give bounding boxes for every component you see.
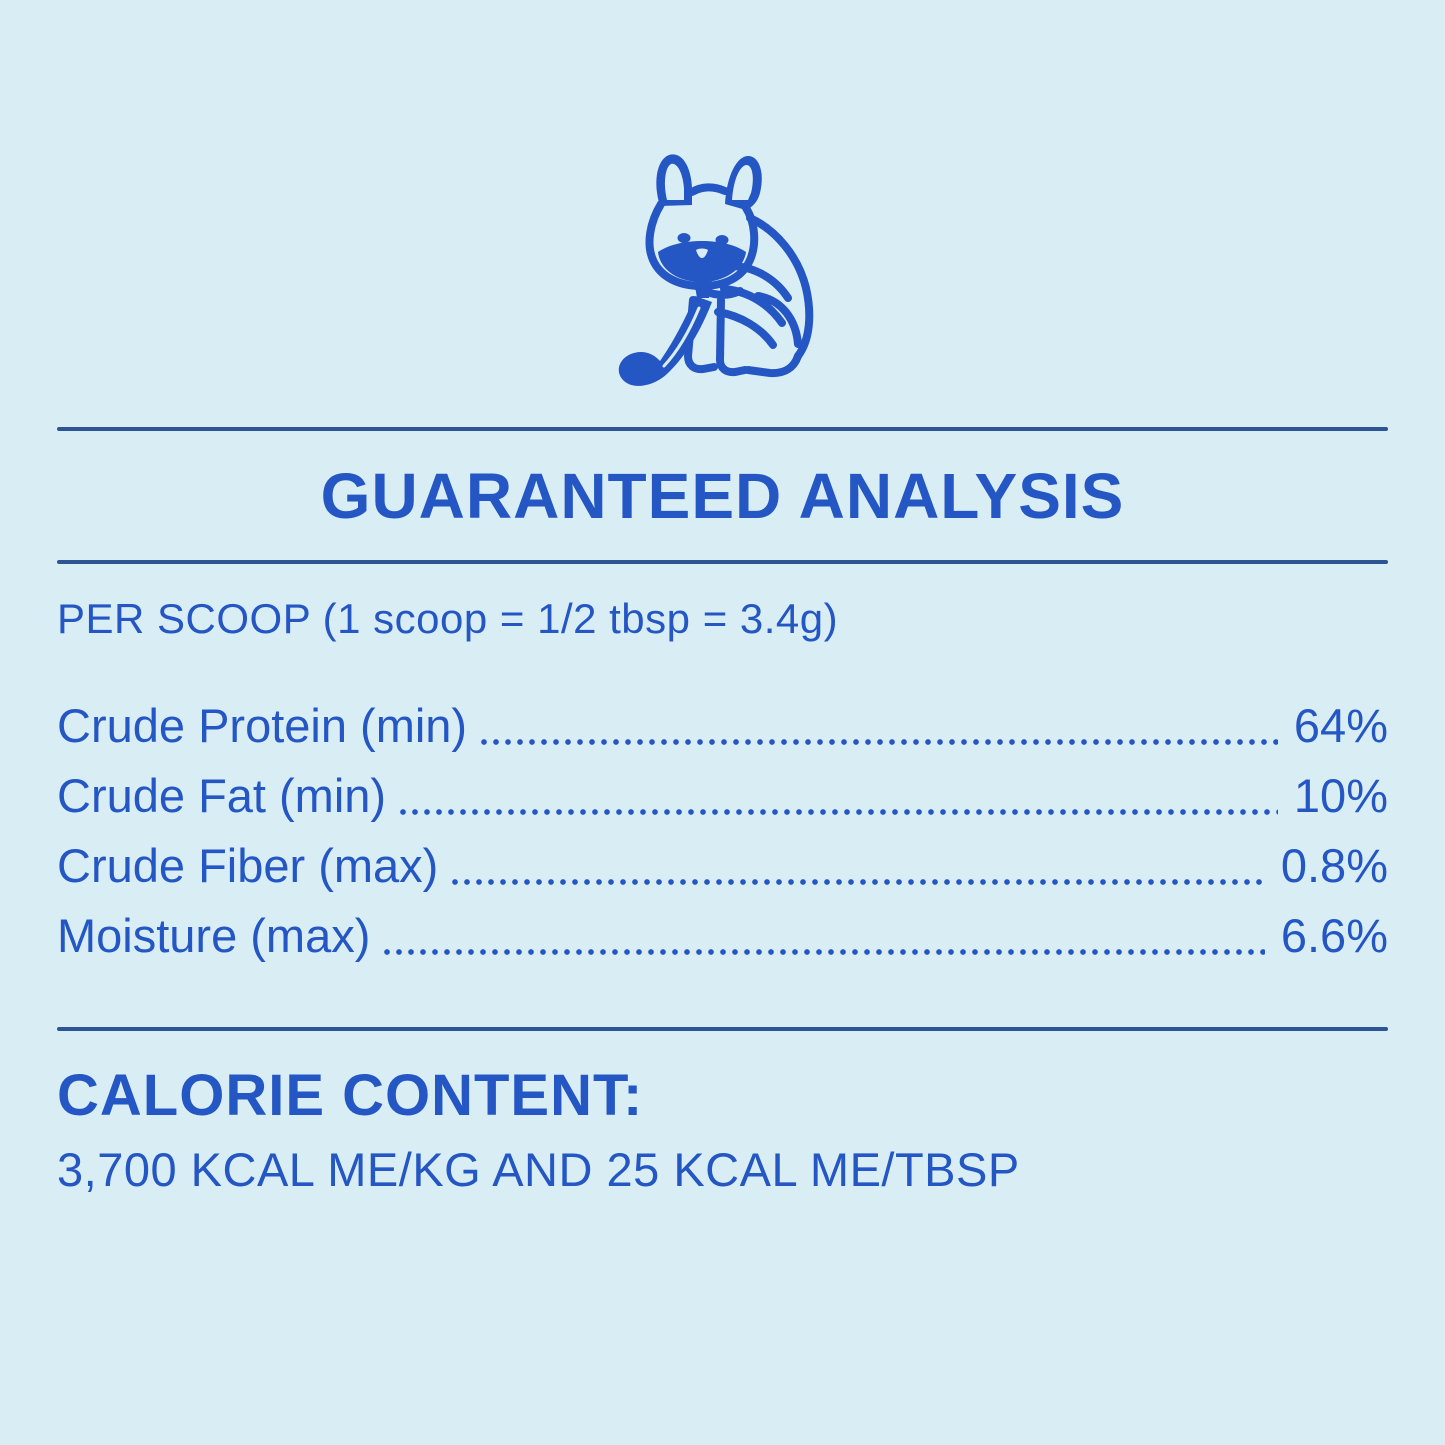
divider-top — [57, 427, 1388, 431]
french-bulldog-icon — [618, 154, 813, 386]
guaranteed-analysis-title: GUARANTEED ANALYSIS — [320, 460, 1125, 532]
row-label: Moisture (max) — [57, 908, 371, 962]
divider-under-title — [57, 560, 1388, 565]
dotted-leader — [384, 948, 1265, 955]
row-value: 0.8% — [1280, 838, 1388, 892]
analysis-table: Crude Protein (min) 64% Crude Fat (min) … — [57, 687, 1388, 967]
dotted-leader — [400, 808, 1278, 815]
dotted-leader — [481, 738, 1278, 745]
row-label: Crude Fiber (max) — [57, 838, 439, 892]
calorie-content-value: 3,700 KCAL ME/KG AND 25 KCAL ME/TBSP — [57, 1143, 1020, 1197]
row-value: 10% — [1293, 768, 1388, 822]
row-label: Crude Protein (min) — [57, 698, 468, 752]
logo — [57, 0, 1388, 393]
table-row: Crude Fiber (max) 0.8% — [57, 827, 1388, 897]
divider-calorie — [57, 1026, 1388, 1031]
table-row: Crude Fat (min) 10% — [57, 757, 1388, 827]
table-row: Crude Protein (min) 64% — [57, 687, 1388, 757]
dotted-leader — [452, 878, 1265, 885]
row-value: 64% — [1293, 698, 1388, 752]
row-value: 6.6% — [1280, 908, 1388, 962]
calorie-content-title: CALORIE CONTENT: — [57, 1062, 644, 1128]
serving-note: PER SCOOP (1 scoop = 1/2 tbsp = 3.4g) — [57, 595, 839, 643]
table-row: Moisture (max) 6.6% — [57, 897, 1388, 967]
row-label: Crude Fat (min) — [57, 768, 387, 822]
